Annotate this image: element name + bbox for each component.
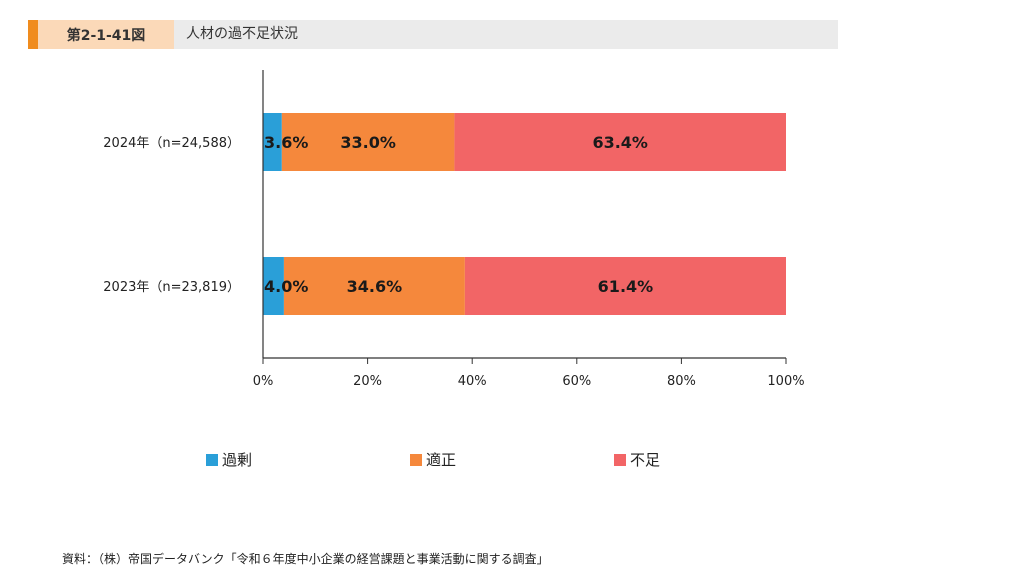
source-note: 資料：（株）帝国データバンク「令和６年度中小企業の経営課題と事業活動に関する調査… [62,552,549,566]
bar-segment-1-0 [263,257,284,315]
legend-swatch-0 [206,453,218,466]
bar-segment-0-1 [281,113,455,171]
data-label-0-0: 3.6% [264,133,308,152]
figure-header: 第2-1-41図 人材の過不足状況 [28,20,838,49]
x-tick-label-1: 20% [353,374,382,389]
chart-title: 人材の過不足状況 [186,26,298,42]
data-label-0-1: 33.0% [340,133,396,152]
bar-segment-1-1 [283,257,465,315]
header-accent-mark [28,20,38,49]
legend-label-2: 不足 [630,451,661,469]
legend-label-0: 過剰 [222,451,253,469]
figure-number: 第2-1-41図 [38,20,174,49]
bar-segment-0-0 [263,113,282,171]
category-label-1: 2023年（n=23,819） [103,280,240,295]
data-label-1-1: 34.6% [347,277,403,296]
bar-segment-0-2 [454,113,786,171]
legend-swatch-2 [614,453,626,466]
legend-item-2: 不足 [614,449,660,470]
legend-item-0: 過剰 [206,449,252,470]
legend-item-1: 適正 [410,449,456,470]
category-label-0: 2024年（n=24,588） [103,136,240,151]
legend-label-1: 適正 [426,451,457,469]
x-tick-label-3: 60% [562,374,591,389]
x-tick-label-4: 80% [667,374,696,389]
data-label-1-2: 61.4% [598,277,654,296]
x-tick-label-2: 40% [458,374,487,389]
data-label-0-2: 63.4% [592,133,648,152]
x-tick-label-5: 100% [767,374,804,389]
data-label-1-0: 4.0% [264,277,308,296]
bar-segment-1-2 [464,257,786,315]
legend-swatch-1 [410,453,422,466]
x-tick-label-0: 0% [253,374,274,389]
